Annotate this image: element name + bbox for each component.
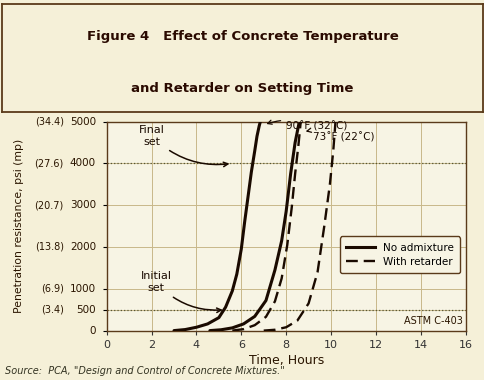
Text: Source:  PCA, "Design and Control of Concrete Mixtures.": Source: PCA, "Design and Control of Conc… xyxy=(5,366,284,376)
Text: Figure 4   Effect of Concrete Temperature: Figure 4 Effect of Concrete Temperature xyxy=(87,30,397,43)
Text: 3000: 3000 xyxy=(70,200,96,210)
Text: 4000: 4000 xyxy=(70,158,96,168)
Text: Initial
set: Initial set xyxy=(140,271,221,312)
Text: ASTM C-403: ASTM C-403 xyxy=(404,317,462,326)
Text: Penetration resistance, psi (mp): Penetration resistance, psi (mp) xyxy=(14,139,24,313)
Text: Final
set: Final set xyxy=(138,125,227,166)
Text: 1000: 1000 xyxy=(70,284,96,294)
Text: 500: 500 xyxy=(76,305,96,315)
Text: (34.4): (34.4) xyxy=(34,117,63,127)
Text: (3.4): (3.4) xyxy=(41,305,63,315)
Text: 90˚F (32˚C): 90˚F (32˚C) xyxy=(267,120,347,131)
Text: (13.8): (13.8) xyxy=(34,242,63,252)
Text: 5000: 5000 xyxy=(70,117,96,127)
Text: (20.7): (20.7) xyxy=(34,200,63,210)
Text: and Retarder on Setting Time: and Retarder on Setting Time xyxy=(131,82,353,95)
Text: 0: 0 xyxy=(89,326,96,336)
Legend: No admixture, With retarder: No admixture, With retarder xyxy=(339,236,459,273)
Text: (6.9): (6.9) xyxy=(41,284,63,294)
X-axis label: Time, Hours: Time, Hours xyxy=(248,354,323,367)
Text: 73˚F (22˚C): 73˚F (22˚C) xyxy=(306,128,374,142)
Text: (27.6): (27.6) xyxy=(34,158,63,168)
Text: 2000: 2000 xyxy=(70,242,96,252)
